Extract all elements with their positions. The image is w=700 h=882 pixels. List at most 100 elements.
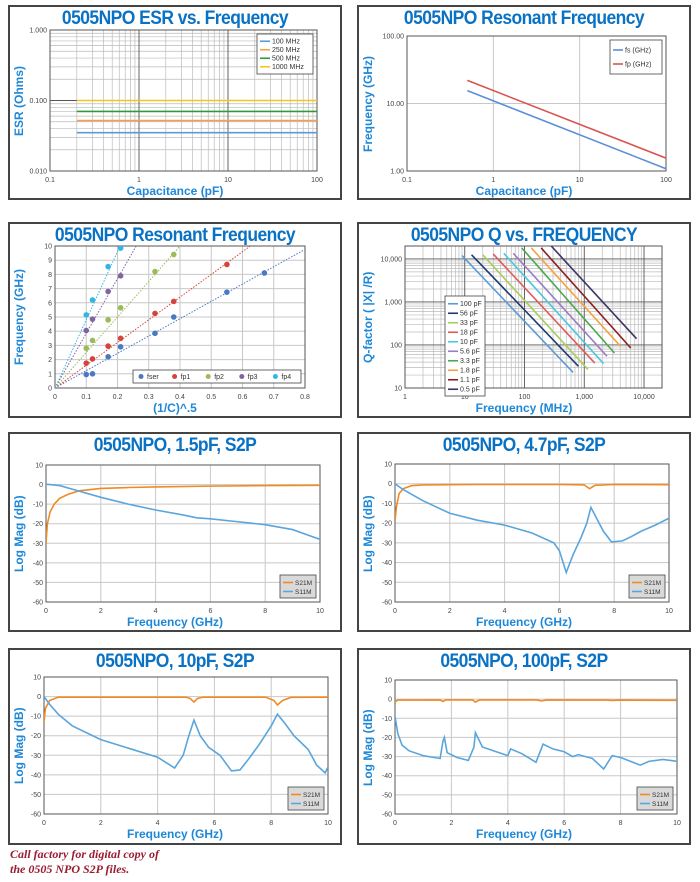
legend-label: 5.6 pF: [460, 349, 480, 356]
data-point-fp3: [89, 316, 96, 322]
legend-label: S11M: [295, 589, 312, 596]
x-axis-label: Frequency (GHz): [126, 615, 223, 629]
y-tick-label: 100.00: [383, 34, 405, 41]
data-point-fser: [83, 371, 90, 378]
x-tick-label: 10: [461, 394, 469, 401]
x-tick-label: 100: [519, 394, 531, 401]
y-axis-label: ESR (Ohms): [12, 65, 26, 136]
x-tick-label: 10: [576, 177, 584, 184]
y-tick-label: 1.00: [390, 169, 404, 176]
legend-label: fp4: [281, 374, 291, 381]
data-point-fp4: [83, 312, 90, 318]
chart-panel: 0 2 4 6 8 10 -60 -50 -40 -30 -20 -10 0 10 S21M S11M 0505…: [8, 648, 342, 845]
legend-item: 33 pF: [448, 320, 478, 327]
series-line-18 pF: [492, 253, 596, 364]
legend-label: 3.3 pF: [460, 358, 480, 365]
x-tick-label: 4: [154, 608, 158, 615]
y-tick-label: -60: [382, 812, 392, 819]
y-tick-label: 1.000: [29, 28, 47, 35]
data-point-fp2: [152, 268, 158, 275]
series-line-3.3 pF: [521, 247, 616, 354]
legend-item: S11M: [632, 589, 661, 596]
y-tick-label: -30: [382, 540, 392, 547]
legend: S21M S11M: [279, 574, 317, 599]
y-axis-label: Frequency (GHz): [12, 268, 26, 365]
legend-item: 0.5 pF: [448, 387, 480, 394]
chart-title: 0505NPO Q vs. FREQUENCY: [410, 225, 638, 246]
chart-title: 0505NPO Resonant Frequency: [403, 8, 645, 29]
y-tick-label: 1,000: [384, 299, 402, 306]
x-tick-label: 2: [99, 608, 103, 615]
chart-svg: 0 2 4 6 8 10 -60 -50 -40 -30 -20 -10 0 10 S21M S11M: [382, 462, 673, 616]
legend-label: fs (GHz): [625, 47, 651, 54]
x-tick-label: 0.7: [269, 394, 279, 401]
x-axis-label: Frequency (GHz): [475, 615, 572, 629]
legend-marker: [239, 374, 245, 379]
legend-label: S11M: [303, 801, 320, 808]
legend: S21M S11M: [628, 574, 666, 599]
y-tick-label: 0: [388, 697, 392, 704]
legend-item: S21M: [291, 792, 320, 799]
legend-label: S21M: [303, 792, 320, 799]
x-axis-label: Frequency (GHz): [475, 827, 572, 841]
y-tick-label: 10: [44, 244, 52, 251]
legend-item: 56 pF: [448, 311, 478, 318]
legend-item: 100 pF: [448, 301, 482, 308]
plot-frame: [406, 35, 667, 172]
y-tick-label: -40: [31, 772, 41, 779]
x-tick-label: 100: [660, 177, 672, 184]
legend-label: fser: [147, 374, 159, 381]
chart-title: 0505NPO, 10pF, S2P: [95, 651, 255, 672]
x-tick-label: 10: [665, 608, 673, 615]
data-point-fp3: [117, 273, 124, 279]
trendline-fp2: [55, 246, 181, 388]
series-line-S11M: [46, 483, 320, 541]
legend: S21M S11M: [636, 786, 674, 811]
trendline-fp1: [55, 246, 252, 388]
chart-title: 0505NPO Resonant Frequency: [54, 225, 296, 246]
y-tick-label: 9: [48, 258, 52, 265]
x-tick-label: 0.1: [81, 394, 91, 401]
legend-marker: [138, 374, 144, 379]
x-tick-label: 0: [53, 394, 57, 401]
plot-frame: [394, 679, 678, 815]
series-line-5.6 pF: [512, 252, 608, 357]
y-tick-label: -50: [33, 580, 43, 587]
y-tick-label: 4: [48, 329, 52, 336]
data-point-fp3: [83, 327, 90, 334]
legend-item: 500 MHz: [260, 56, 301, 63]
series-group: [467, 79, 666, 170]
series-line-fs (GHz): [467, 89, 666, 170]
legend-label: 0.5 pF: [460, 387, 480, 394]
chart-panel: 0 2 4 6 8 10 -60 -50 -40 -30 -20 -10 0 10 S21M S11M 0505…: [357, 648, 691, 845]
legend-item: 1000 MHz: [260, 64, 304, 71]
x-tick-label: 4: [156, 820, 160, 827]
x-tick-label: 2: [99, 820, 103, 827]
legend-item: 5.6 pF: [448, 349, 480, 356]
legend-label: 56 pF: [460, 311, 478, 318]
legend-label: S21M: [652, 792, 669, 799]
y-tick-label: -50: [31, 792, 41, 799]
data-point-fser: [89, 371, 96, 377]
chart-svg: 0.1 1 10 100 1.00 10.00 100.00 fs (GHz) fp (GHz): [383, 34, 672, 185]
y-tick-label: -50: [382, 792, 392, 799]
legend-label: 1.8 pF: [460, 368, 480, 375]
legend: fser fp1 fp2 fp3 fp4: [132, 369, 302, 384]
chart-panel: 0 0.1 0.2 0.3 0.4 0.5 0.6 0.7 0.8 0 1 2 3 4 5 6 7 8 9 10 fse…: [8, 222, 342, 418]
y-tick-label: 0: [388, 481, 392, 488]
legend-item: S11M: [640, 801, 669, 808]
x-tick-label: 6: [557, 608, 561, 615]
x-tick-label: 8: [619, 820, 623, 827]
series-line-S21M: [395, 699, 677, 703]
x-tick-label: 2: [449, 820, 453, 827]
y-tick-label: -60: [382, 600, 392, 607]
series-group: [44, 696, 328, 775]
x-tick-label: 10: [316, 608, 324, 615]
series-line-56 pF: [470, 254, 580, 367]
y-tick-label: -20: [382, 521, 392, 528]
legend-item: S11M: [283, 589, 312, 596]
data-point-fp4: [117, 246, 124, 251]
legend-label: 1000 MHz: [272, 64, 304, 71]
legend-item: 1.8 pF: [448, 368, 480, 375]
x-tick-label: 0.8: [300, 394, 310, 401]
